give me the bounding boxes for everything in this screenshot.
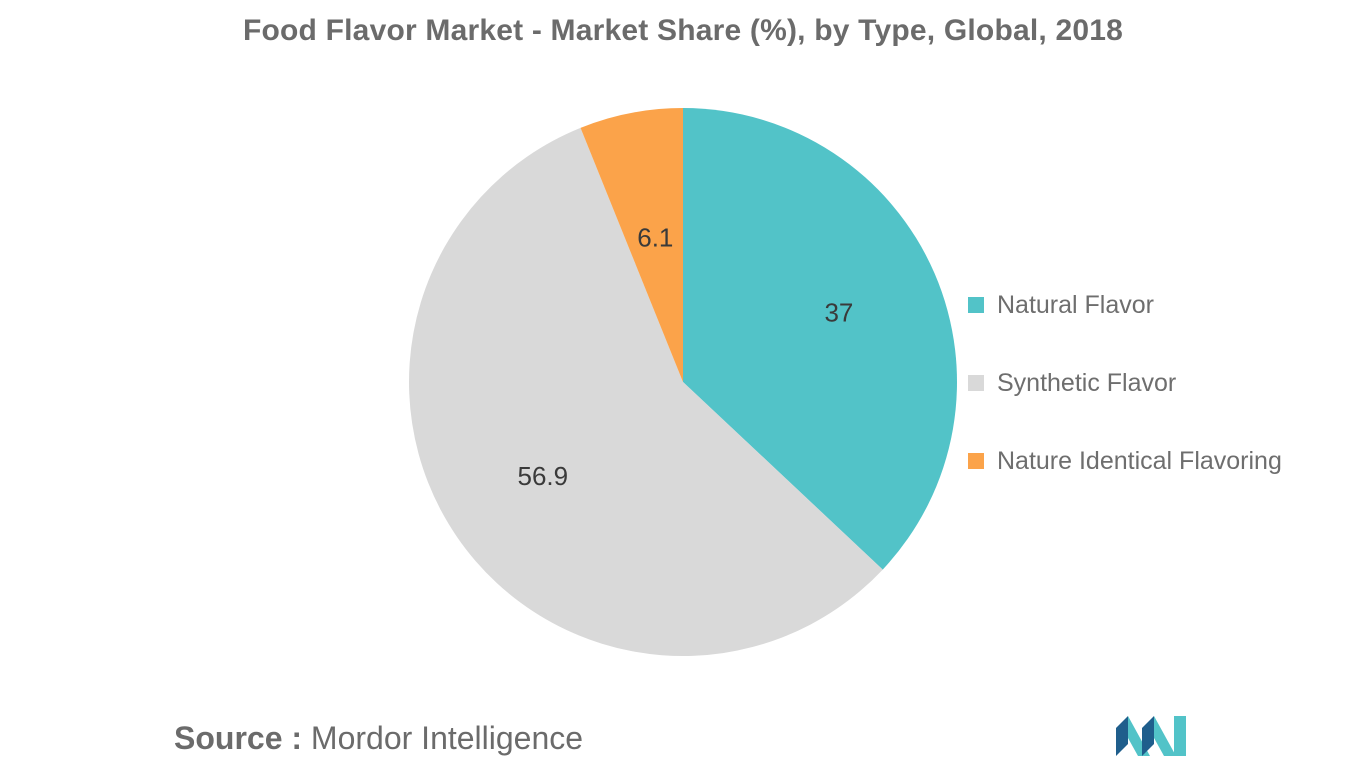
legend-item-nature-identical-flavoring: Nature Identical Flavoring [968,442,1282,480]
pie-slice-synthetic-flavor [409,127,883,656]
legend-item-synthetic-flavor: Synthetic Flavor [968,364,1282,402]
source-note: Source : Mordor Intelligence [174,720,583,757]
legend-label: Synthetic Flavor [997,368,1177,397]
slice-value-label-nature-identical-flavoring: 6.1 [637,222,673,252]
legend-swatch [968,297,984,313]
pie-slice-labels: 37 56.9 6.1 [517,222,853,490]
pie-slice-natural-flavor [683,108,957,570]
chart-title: Food Flavor Market - Market Share (%), b… [242,14,1123,47]
pie-slices [409,108,957,656]
source-label: Source : [174,720,303,756]
legend-label: Nature Identical Flavoring [997,446,1282,475]
chart-legend: Natural Flavor Synthetic Flavor Nature Ide… [968,286,1282,520]
legend-label: Natural Flavor [997,290,1154,319]
legend-item-natural-flavor: Natural Flavor [968,286,1282,324]
legend-swatch [968,375,984,391]
slice-value-label-synthetic-flavor: 56.9 [517,461,568,491]
slice-value-label-natural-flavor: 37 [824,297,853,327]
legend-swatch [968,453,984,469]
mordor-intelligence-logo-icon [1116,716,1186,756]
pie-slice-nature-identical-flavoring [580,108,683,382]
source-text: Mordor Intelligence [310,720,584,756]
